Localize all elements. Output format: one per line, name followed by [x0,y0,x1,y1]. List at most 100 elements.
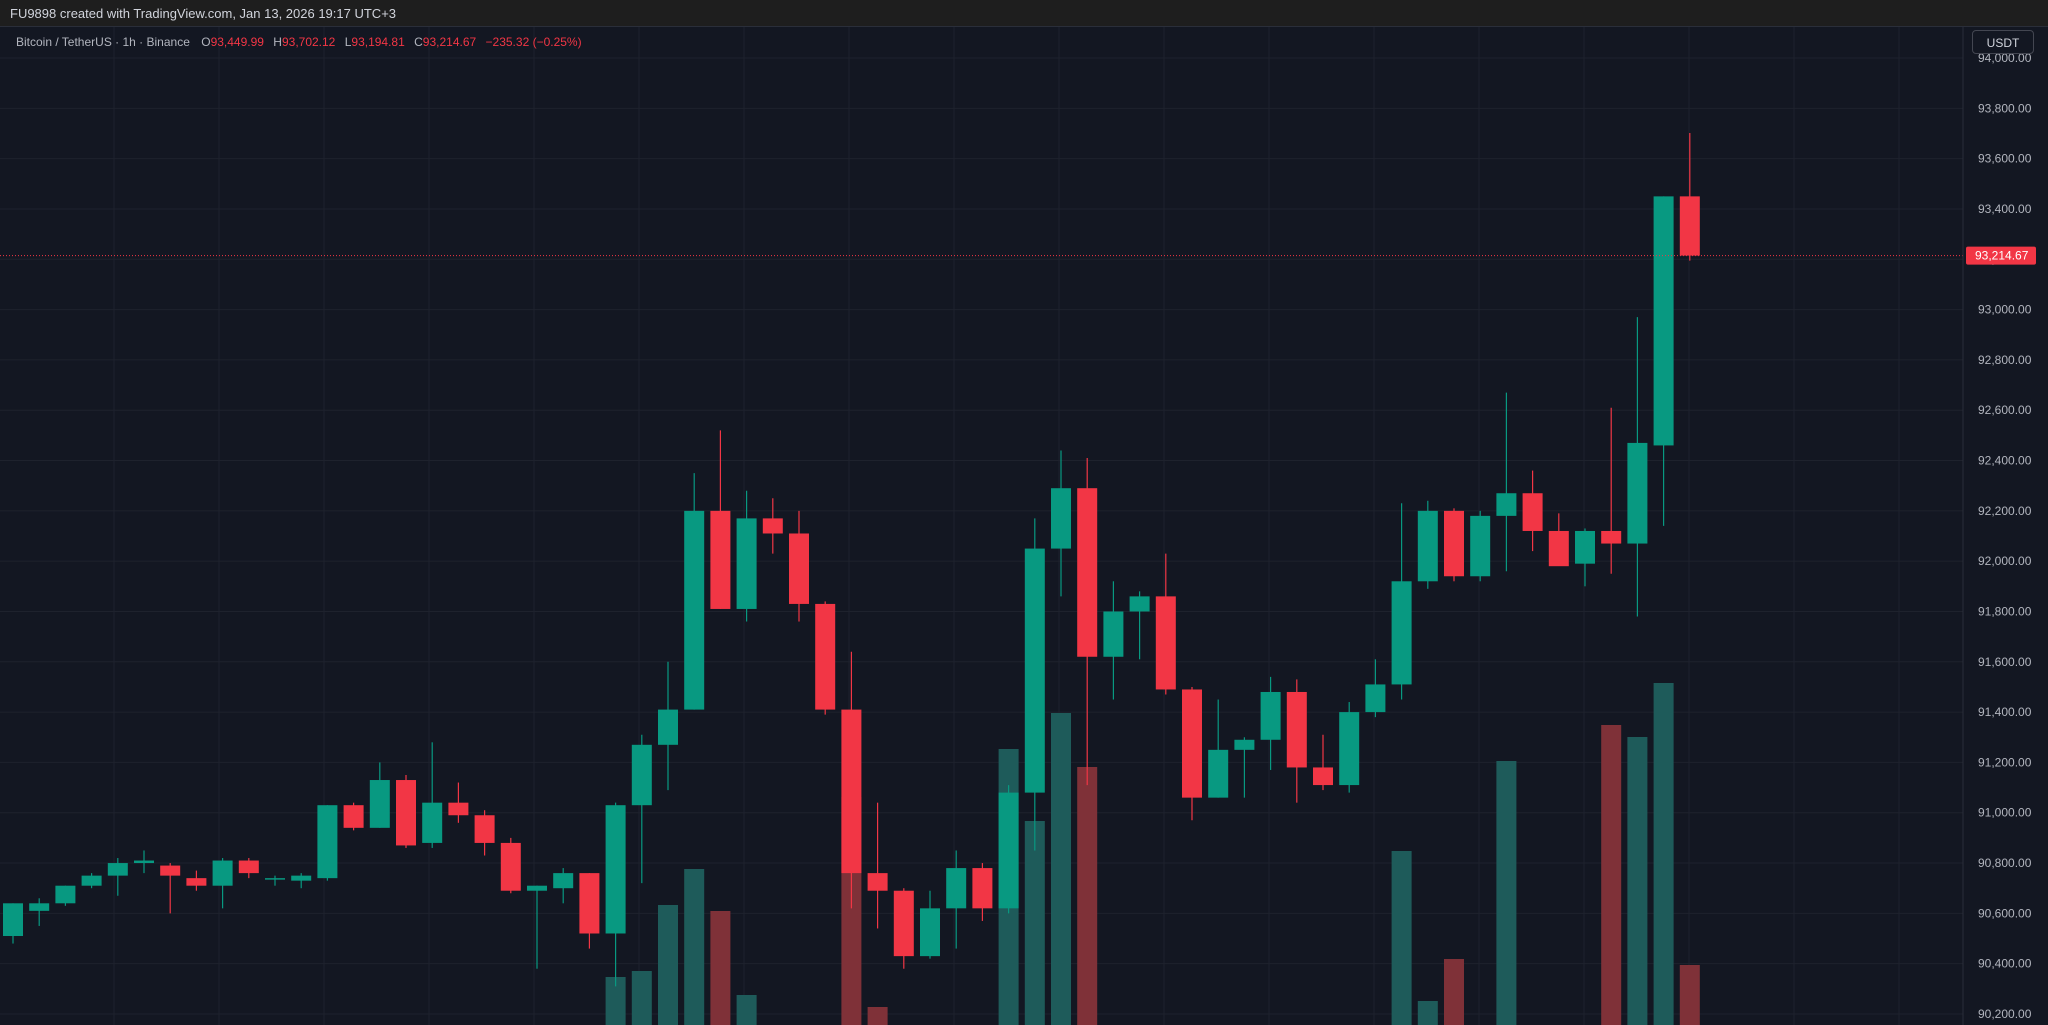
candle-body [317,805,338,879]
candle-body [448,802,469,816]
y-tick-label: 91,000.00 [1978,806,2032,820]
y-tick-label: 92,200.00 [1978,504,2032,518]
volume-bar [1627,737,1648,1025]
volume-bar [605,977,626,1025]
volume-bar [1051,713,1071,1025]
volume-bar [1496,761,1517,1025]
change-value: −235.32 (−0.25%) [485,35,582,49]
candle-body [160,865,181,876]
candle-body [1391,581,1412,685]
candle-body [736,518,757,609]
volume-bar [736,995,757,1025]
candle-body [762,518,783,534]
symbol-legend: Bitcoin / TetherUS · 1h · Binance O93,44… [16,35,588,49]
candle-body [893,890,914,957]
price-axis-bg [1963,27,2048,1025]
candle-body [867,873,888,891]
candle-body [972,868,993,909]
volume-bar [658,905,678,1025]
candle-body [631,744,652,806]
high-value: 93,702.12 [281,35,336,49]
candle-body [1548,530,1569,567]
candle-body [1313,767,1333,786]
y-tick-label: 90,400.00 [1978,957,2032,971]
volume-bar [710,911,731,1025]
candle-body [1679,196,1700,256]
candle-body [1051,488,1071,549]
candle-body [1339,712,1360,786]
volume-layer [605,683,1700,1025]
volume-bar [631,971,652,1025]
chart-area[interactable]: 94,000.00 93,800.00 93,600.00 93,400.00 93,2… [0,27,2048,1025]
y-tick-label: 93,000.00 [1978,303,2032,317]
y-tick-label: 91,200.00 [1978,755,2032,769]
candle-body [1286,691,1307,768]
volume-bar [1679,965,1700,1025]
y-tick-label: 91,600.00 [1978,655,2032,669]
y-tick-label: 93,400.00 [1978,202,2032,216]
candle-body [1575,530,1595,564]
candle-body [579,873,600,934]
candle-body [291,875,312,881]
y-tick-label: 90,200.00 [1978,1007,2032,1021]
y-tick-label: 91,400.00 [1978,705,2032,719]
volume-bar [684,869,705,1025]
currency-selector[interactable]: USDT [1972,30,2034,54]
candle-body [684,510,705,710]
candle-body [998,792,1019,909]
volume-bar [1653,683,1674,1025]
candle-body [527,885,547,891]
candle-body [107,863,128,876]
chart-credit: FU9898 created with TradingView.com, Jan… [10,6,397,21]
candle-body [1208,749,1229,798]
candle-body [1024,548,1045,793]
y-tick-label: 92,400.00 [1978,454,2032,468]
y-tick-label: 93,800.00 [1978,101,2032,115]
candle-body [710,510,731,609]
candle-body [946,868,967,909]
candle-body [500,842,521,891]
candle-body [1129,596,1150,612]
volume-bar [1024,821,1045,1025]
volume-bar [1417,1001,1438,1025]
symbol-name: Bitcoin / TetherUS · 1h · Binance [16,35,190,49]
candle-body [1627,442,1648,544]
candle-body [1234,739,1255,750]
candle-body [1522,493,1543,531]
candle-body [789,533,809,604]
candle-body [1470,515,1491,577]
volume-bar [1601,725,1622,1025]
candle-body [553,873,574,889]
low-value: 93,194.81 [351,35,405,49]
price-chart[interactable]: 94,000.00 93,800.00 93,600.00 93,400.00 93,2… [0,27,2048,1025]
candle-body [1601,530,1622,544]
candle-body [841,709,862,874]
candle-body [29,903,50,911]
candle-body [422,802,443,843]
candle-body [1365,684,1386,713]
candle-body [1077,488,1098,657]
candle-body [1444,510,1464,577]
top-bar: FU9898 created with TradingView.com, Jan… [0,0,2048,27]
volume-bar [867,1007,888,1025]
candle-body [396,780,416,846]
y-tick-label: 90,600.00 [1978,906,2032,920]
close-value: 93,214.67 [422,35,477,49]
candle-body [1496,493,1517,516]
candle-body [920,908,940,957]
price-axis: 94,000.00 93,800.00 93,600.00 93,400.00 93,2… [1962,27,2048,1025]
open-label: O [201,35,211,49]
y-tick-label: 92,000.00 [1978,554,2032,568]
y-tick-label: 93,600.00 [1978,152,2032,166]
candle-body [265,878,285,880]
high-label: H [273,35,282,49]
candle-layer [3,132,1700,987]
candle-body [81,875,102,886]
y-tick-label: 94,000.00 [1978,51,2032,65]
last-price-label: 93,214.67 [1975,249,2029,263]
candle-body [474,815,495,843]
candle-body [815,603,836,710]
candle-body [658,709,678,745]
candle-body [212,860,233,886]
candle-body [238,860,259,874]
